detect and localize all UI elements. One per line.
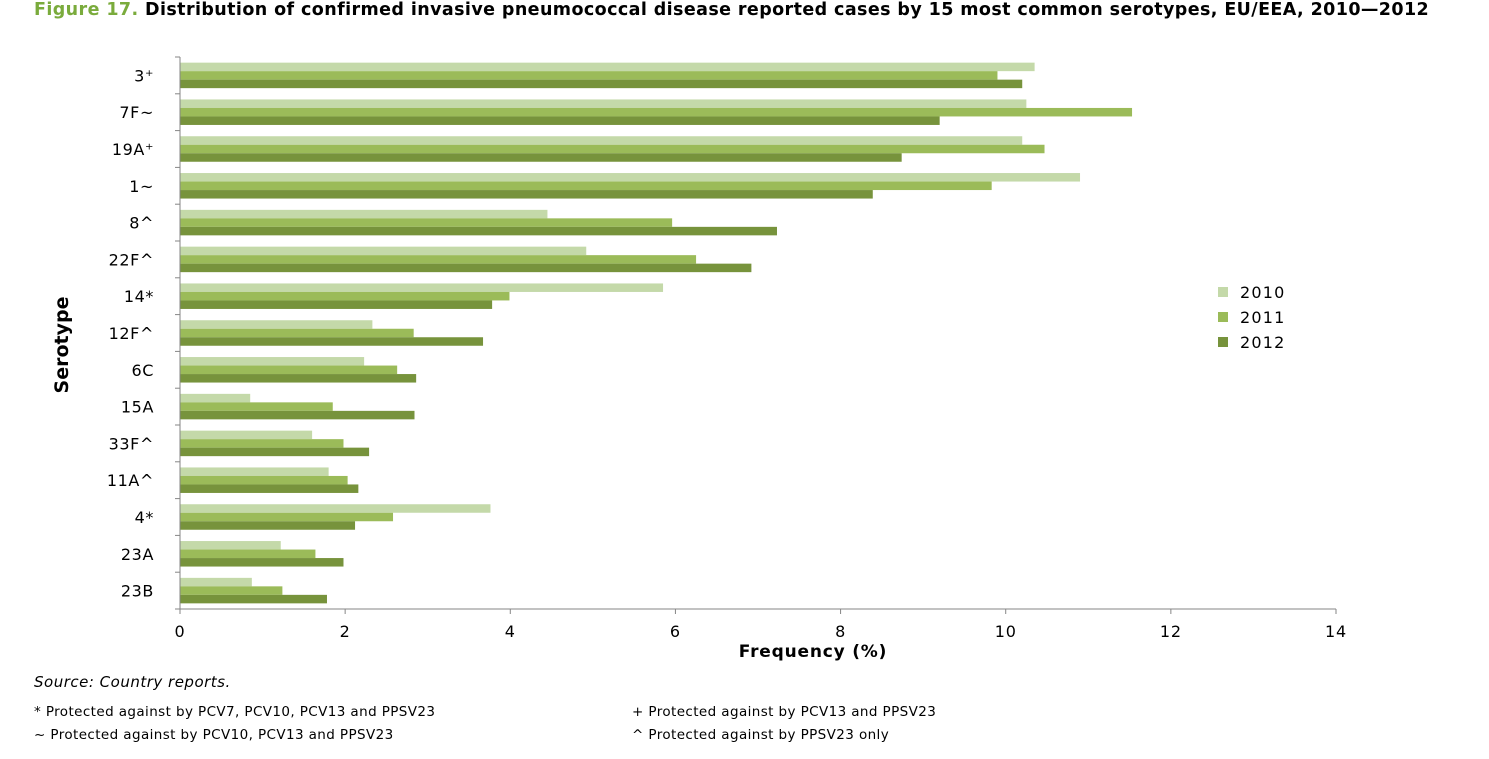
bar-2011-3 bbox=[180, 181, 992, 191]
bar-2012-5 bbox=[180, 263, 752, 273]
category-label-9: 15A bbox=[121, 398, 154, 417]
bar-2012-1 bbox=[180, 116, 940, 125]
bar-2012-12 bbox=[180, 521, 356, 530]
figure-number: Figure 17. bbox=[34, 0, 139, 20]
x-tick-label-0: 0 bbox=[175, 622, 186, 641]
bar-2012-9 bbox=[180, 410, 415, 420]
footnote-pcv13: + Protected against by PCV13 and PPSV23 bbox=[632, 704, 937, 720]
bar-2010-8 bbox=[180, 357, 365, 366]
category-label-11: 11A^ bbox=[107, 471, 154, 490]
bar-2012-2 bbox=[180, 153, 902, 162]
legend-label-2012: 2012 bbox=[1240, 333, 1286, 352]
category-label-6: 14* bbox=[124, 287, 154, 306]
bar-2012-8 bbox=[180, 374, 417, 383]
bar-2010-0 bbox=[180, 62, 1035, 72]
bar-2010-7 bbox=[180, 320, 373, 329]
x-tick-label-3: 6 bbox=[670, 622, 681, 641]
chart-title: Figure 17. Distribution of confirmed inv… bbox=[34, 1, 1454, 20]
bar-2010-4 bbox=[180, 209, 548, 219]
bar-2010-2 bbox=[180, 136, 1023, 145]
x-tick-label-6: 12 bbox=[1160, 622, 1182, 641]
bar-chart: 3⁺ 7F~ 19A⁺ 1~ 8^ 22F^ 14* 12F^ 6C 15A 33F^ 11A^ 4* 2… bbox=[51, 56, 1347, 662]
footnote-pcv7: * Protected against by PCV7, PCV10, PCV1… bbox=[34, 704, 436, 720]
legend: 2010 2011 2012 bbox=[1218, 283, 1286, 352]
bar-2010-5 bbox=[180, 246, 587, 256]
legend-swatch-2012 bbox=[1218, 337, 1228, 347]
bar-2012-6 bbox=[180, 300, 493, 309]
bar-2011-7 bbox=[180, 328, 414, 338]
category-label-0: 3⁺ bbox=[134, 66, 154, 85]
category-labels: 3⁺ 7F~ 19A⁺ 1~ 8^ 22F^ 14* 12F^ 6C 15A 33F^ 11A^ 4* 2… bbox=[107, 66, 154, 600]
category-label-4: 8^ bbox=[129, 214, 154, 233]
category-label-10: 33F^ bbox=[109, 434, 154, 453]
x-tick-label-5: 10 bbox=[995, 622, 1017, 641]
bar-2011-11 bbox=[180, 475, 348, 485]
x-tick-labels: 0 2 4 6 8 10 12 14 bbox=[175, 622, 1347, 641]
category-label-1: 7F~ bbox=[119, 103, 154, 122]
bar-2012-4 bbox=[180, 226, 777, 236]
bar-2011-0 bbox=[180, 71, 998, 80]
bar-2011-2 bbox=[180, 144, 1045, 154]
bar-2012-3 bbox=[180, 190, 873, 199]
bar-2011-1 bbox=[180, 107, 1133, 117]
bar-2011-9 bbox=[180, 402, 333, 411]
category-label-3: 1~ bbox=[129, 177, 154, 196]
bar-2011-8 bbox=[180, 365, 398, 375]
category-label-7: 12F^ bbox=[109, 324, 154, 343]
chart-bars bbox=[180, 62, 1133, 604]
x-tick-label-1: 2 bbox=[340, 622, 351, 641]
bar-2012-0 bbox=[180, 79, 1023, 89]
x-tick-label-4: 8 bbox=[835, 622, 846, 641]
source-note: Source: Country reports. bbox=[34, 673, 231, 691]
x-tick-label-7: 14 bbox=[1325, 622, 1347, 641]
legend-swatch-2010 bbox=[1218, 287, 1228, 297]
bar-2011-4 bbox=[180, 218, 673, 227]
legend-swatch-2011 bbox=[1218, 312, 1228, 322]
bar-2011-14 bbox=[180, 586, 283, 595]
y-axis-label: Serotype bbox=[51, 297, 73, 394]
bar-2011-6 bbox=[180, 291, 510, 301]
category-label-2: 19A⁺ bbox=[112, 140, 154, 159]
bar-2010-12 bbox=[180, 504, 491, 513]
bar-2012-14 bbox=[180, 594, 327, 604]
chart-axes bbox=[175, 56, 1337, 614]
bar-2011-10 bbox=[180, 439, 344, 448]
category-label-14: 23B bbox=[121, 582, 154, 601]
bar-2011-13 bbox=[180, 549, 316, 559]
bar-2012-7 bbox=[180, 337, 484, 346]
footnote-pcv10: ~ Protected against by PCV10, PCV13 and … bbox=[34, 727, 394, 743]
bar-2010-1 bbox=[180, 99, 1027, 108]
legend-label-2010: 2010 bbox=[1240, 283, 1286, 302]
bar-2010-6 bbox=[180, 283, 664, 292]
x-axis-label: Frequency (%) bbox=[739, 642, 887, 662]
bar-2010-14 bbox=[180, 577, 252, 587]
bar-2012-13 bbox=[180, 558, 344, 567]
category-label-5: 22F^ bbox=[109, 250, 154, 269]
bar-2012-11 bbox=[180, 484, 359, 493]
bar-2012-10 bbox=[180, 447, 370, 457]
category-label-13: 23A bbox=[121, 545, 154, 564]
footnote-ppsv23: ^ Protected against by PPSV23 only bbox=[632, 727, 890, 743]
bar-2011-12 bbox=[180, 512, 394, 522]
bar-2010-11 bbox=[180, 467, 329, 476]
bar-2010-9 bbox=[180, 393, 251, 403]
category-label-12: 4* bbox=[135, 508, 154, 527]
bar-2010-3 bbox=[180, 173, 1081, 182]
category-label-8: 6C bbox=[131, 361, 154, 380]
bar-2010-10 bbox=[180, 430, 313, 440]
x-tick-label-2: 4 bbox=[505, 622, 516, 641]
figure-title: Distribution of confirmed invasive pneum… bbox=[145, 0, 1430, 20]
legend-label-2011: 2011 bbox=[1240, 308, 1286, 327]
bar-2010-13 bbox=[180, 541, 281, 550]
bar-2011-5 bbox=[180, 255, 697, 264]
